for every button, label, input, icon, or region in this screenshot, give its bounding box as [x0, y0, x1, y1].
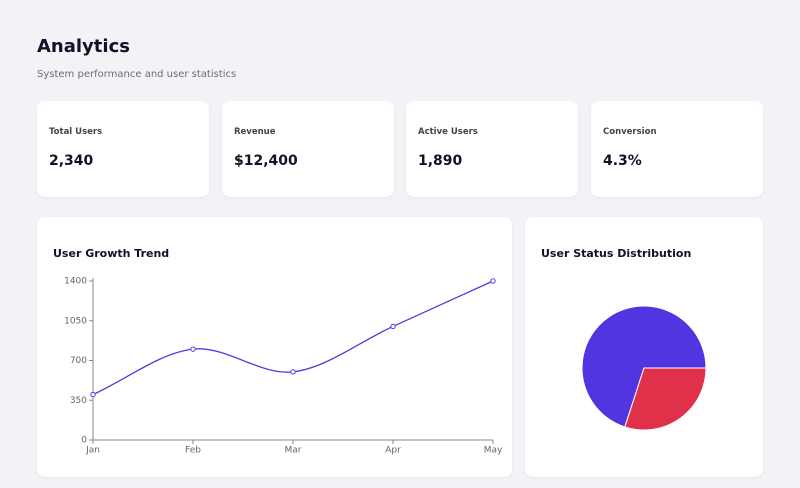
stat-label: Conversion	[603, 127, 657, 137]
line-card: User Growth Trend	[37, 217, 512, 477]
pie-slice	[624, 367, 707, 431]
x-tick-label: Jan	[85, 446, 100, 456]
stat-label: Active Users	[418, 127, 478, 137]
y-tick-label: 350	[70, 396, 87, 406]
x-tick-label: Apr	[385, 446, 401, 456]
stat-label: Revenue	[234, 127, 276, 137]
point	[490, 278, 496, 284]
stat-card: Revenue $12,400	[222, 101, 394, 197]
point	[190, 346, 196, 352]
stat-card: Conversion 4.3%	[591, 101, 763, 197]
page-subtitle: System performance and user statistics	[37, 69, 237, 80]
stat-label: Total Users	[49, 127, 103, 137]
x-tick-label: Feb	[185, 446, 201, 456]
stat-value: $12,400	[234, 153, 298, 169]
stat-value: 4.3%	[603, 153, 642, 169]
point	[290, 369, 296, 375]
pie-slice	[581, 305, 707, 428]
page-title: Analytics	[37, 36, 130, 57]
x-tick-label: Mar	[285, 446, 302, 456]
chart-title: User Growth Trend	[53, 247, 170, 260]
point	[390, 323, 396, 330]
y-tick-label: 1400	[64, 277, 87, 287]
stat-card: Active Users 1,890	[406, 101, 578, 197]
chart-title: User Status Distribution	[541, 247, 692, 260]
point	[90, 391, 96, 398]
stat-value: 1,890	[418, 153, 463, 169]
stat-value: 2,340	[49, 153, 94, 169]
line	[92, 280, 494, 396]
y-tick-label: 700	[70, 356, 87, 366]
y-tick-label: 1050	[64, 316, 87, 326]
x-tick-label: May	[484, 446, 503, 456]
stat-card: Total Users 2,340	[37, 101, 209, 197]
y-tick-label: 0	[81, 436, 87, 446]
